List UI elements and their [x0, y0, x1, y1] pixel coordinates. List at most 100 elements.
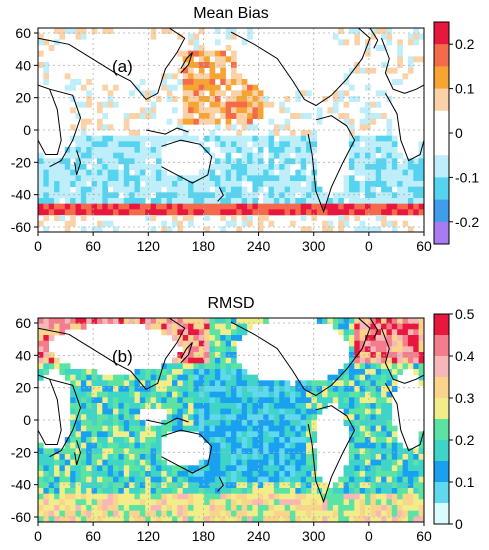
grid-cell: [209, 391, 216, 398]
grid-cell: [343, 482, 350, 489]
grid-cell: [182, 175, 189, 182]
grid-cell: [107, 220, 114, 227]
grid-cell: [332, 101, 339, 108]
grid-cell: [220, 181, 226, 187]
grid-cell: [188, 471, 194, 477]
grid-cell: [241, 135, 248, 142]
grid-cell: [70, 420, 76, 426]
grid-cell: [220, 73, 226, 80]
grid-cell: [161, 209, 167, 216]
coastline-path: [74, 150, 82, 176]
grid-cell: [397, 329, 403, 336]
grid-cell: [231, 141, 237, 148]
grid-cell: [397, 493, 403, 500]
grid-cell: [375, 516, 382, 522]
grid-cell: [295, 391, 301, 398]
grid-cell: [295, 175, 301, 182]
grid-cell: [198, 101, 205, 108]
grid-cell: [284, 147, 291, 153]
grid-cell: [54, 181, 60, 187]
grid-cell: [43, 329, 50, 336]
grid-cell: [123, 192, 130, 199]
grid-cell: [70, 386, 76, 392]
grid-cell: [263, 192, 269, 199]
grid-cell: [145, 152, 151, 159]
grid-cell: [375, 101, 382, 108]
grid-cell: [257, 96, 264, 102]
grid-cell: [247, 124, 253, 131]
grid-cell: [113, 488, 119, 494]
grid-cell: [300, 471, 307, 477]
grid-cell: [327, 397, 334, 404]
grid-cell: [188, 482, 194, 489]
grid-cell: [75, 505, 82, 511]
grid-cell: [231, 79, 237, 85]
grid-cell: [279, 505, 285, 511]
grid-cell: [129, 505, 135, 511]
grid-cell: [75, 101, 82, 108]
grid-cell: [365, 164, 371, 170]
grid-cell: [80, 215, 87, 221]
grid-cell: [386, 175, 393, 182]
grid-cell: [172, 175, 178, 182]
grid-cell: [86, 380, 92, 387]
grid-cell: [38, 323, 44, 330]
colorbar-swatch: [434, 503, 449, 525]
grid-cell: [155, 454, 162, 460]
coastline-path: [74, 440, 82, 466]
grid-cell: [386, 39, 393, 46]
grid-cell: [139, 482, 146, 489]
grid-cell: [139, 169, 146, 176]
grid-cell: [300, 141, 307, 148]
grid-cell: [225, 192, 232, 199]
grid-cell: [402, 352, 409, 358]
grid-cell: [134, 397, 141, 404]
grid-cell: [359, 516, 366, 522]
grid-cell: [306, 147, 312, 153]
grid-cell: [91, 493, 98, 500]
grid-cell: [155, 488, 162, 494]
grid-cell: [306, 482, 312, 489]
grid-cell: [375, 408, 382, 415]
grid-cell: [247, 442, 253, 449]
grid-cell: [102, 431, 108, 438]
grid-cell: [86, 448, 92, 455]
coastline-path: [369, 28, 379, 49]
coastline-path: [161, 429, 213, 474]
grid-cell: [172, 476, 178, 483]
grid-cell: [402, 493, 409, 500]
grid-cell: [284, 198, 291, 204]
grid-cell: [386, 414, 393, 421]
grid-cell: [418, 318, 424, 324]
grid-cell: [107, 516, 114, 522]
x-tick-label: 180: [192, 238, 216, 254]
grid-cell: [418, 465, 424, 472]
grid-cell: [413, 505, 419, 511]
grid-cell: [209, 397, 216, 404]
grid-cell: [236, 130, 243, 136]
grid-cell: [338, 505, 344, 511]
grid-cell: [348, 397, 355, 404]
grid-cell: [381, 505, 387, 511]
grid-cell: [70, 175, 76, 182]
grid-cell: [177, 482, 184, 489]
grid-cell: [123, 198, 130, 204]
grid-cell: [365, 465, 371, 472]
grid-cell: [418, 164, 424, 170]
grid-cell: [64, 323, 71, 330]
grid-cell: [54, 471, 60, 477]
grid-cell: [182, 50, 189, 57]
grid-cell: [327, 107, 334, 114]
grid-cell: [198, 505, 205, 511]
grid-cell: [80, 192, 87, 199]
grid-cell: [70, 203, 76, 210]
grid-cell: [407, 352, 414, 358]
grid-cell: [284, 437, 291, 443]
grid-cell: [381, 203, 387, 210]
grid-cell: [80, 33, 87, 40]
grid-cell: [284, 380, 291, 387]
grid-cell: [182, 414, 189, 421]
grid-cell: [188, 107, 194, 114]
grid-cell: [129, 380, 135, 387]
